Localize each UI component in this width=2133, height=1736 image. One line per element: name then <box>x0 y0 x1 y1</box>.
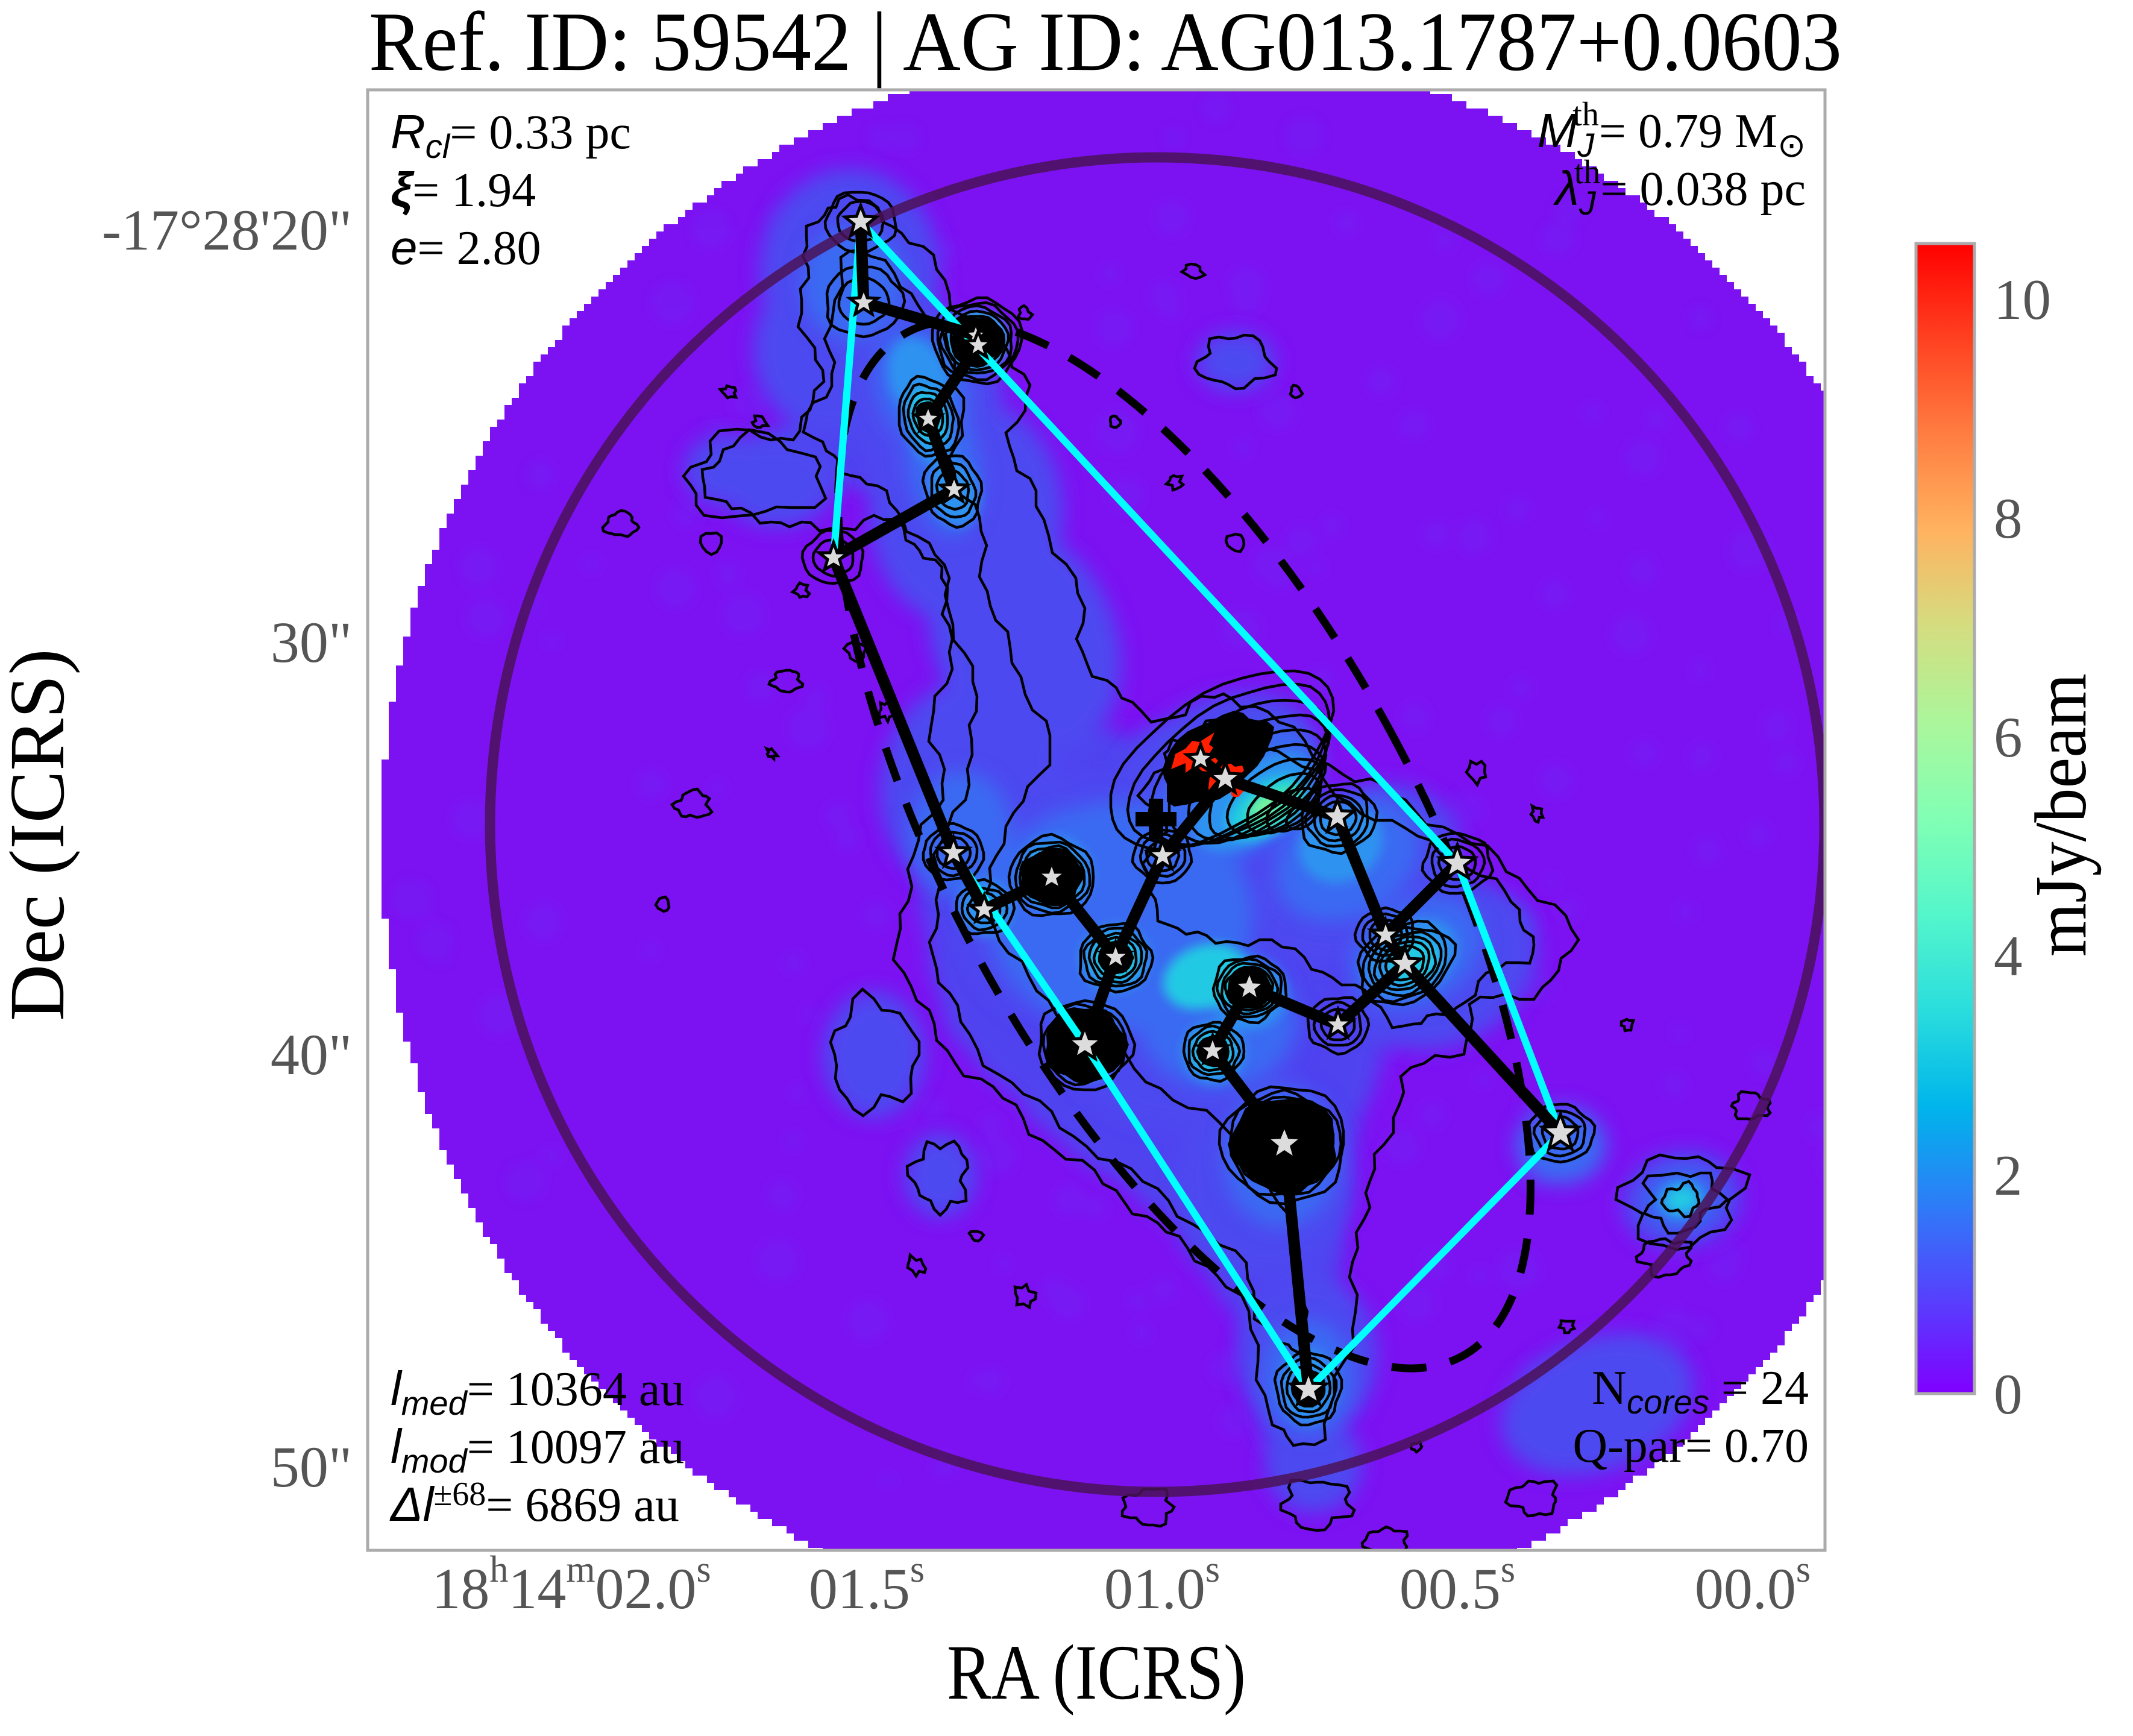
svg-text:ξ= 1.94: ξ= 1.94 <box>391 163 536 217</box>
svg-text:-17°28'20": -17°28'20" <box>102 198 352 262</box>
svg-text:Rcl= 0.33 pc: Rcl= 0.33 pc <box>391 105 631 165</box>
svg-text:2: 2 <box>1994 1143 2023 1207</box>
svg-text:30": 30" <box>271 610 352 675</box>
svg-text:λJth= 0.038 pc: λJth= 0.038 pc <box>1553 154 1806 222</box>
svg-text:01.5s: 01.5s <box>809 1549 925 1621</box>
svg-text:lmed= 10364 au: lmed= 10364 au <box>391 1362 684 1422</box>
svg-text:Dec (ICRS): Dec (ICRS) <box>0 649 81 1021</box>
svg-text:Q-par= 0.70: Q-par= 0.70 <box>1572 1420 1809 1473</box>
svg-text:00.0s: 00.0s <box>1695 1549 1811 1621</box>
svg-text:8: 8 <box>1994 486 2023 550</box>
svg-text:mJy/beam: mJy/beam <box>2020 673 2102 957</box>
svg-text:Ncores = 24: Ncores = 24 <box>1592 1362 1809 1421</box>
svg-text:10: 10 <box>1994 268 2051 332</box>
svg-text:e= 2.80: e= 2.80 <box>391 221 541 275</box>
svg-text:00.5s: 00.5s <box>1399 1549 1515 1621</box>
svg-text:Ref. ID: 59542 | AG ID: AG013.: Ref. ID: 59542 | AG ID: AG013.1787+0.060… <box>369 0 1842 89</box>
svg-text:0: 0 <box>1994 1362 2023 1426</box>
svg-text:50": 50" <box>271 1435 352 1499</box>
svg-text:01.0s: 01.0s <box>1104 1549 1220 1621</box>
svg-text:RA (ICRS): RA (ICRS) <box>947 1629 1246 1716</box>
svg-text:lmod= 10097 au: lmod= 10097 au <box>391 1420 684 1480</box>
svg-text:MJth= 0.79 M⊙: MJth= 0.79 M⊙ <box>1538 96 1806 165</box>
svg-text:40": 40" <box>271 1022 352 1087</box>
svg-text:4: 4 <box>1994 924 2023 988</box>
svg-text:6: 6 <box>1994 705 2023 769</box>
svg-text:Δl±68= 6869 au: Δl±68= 6869 au <box>389 1476 679 1532</box>
